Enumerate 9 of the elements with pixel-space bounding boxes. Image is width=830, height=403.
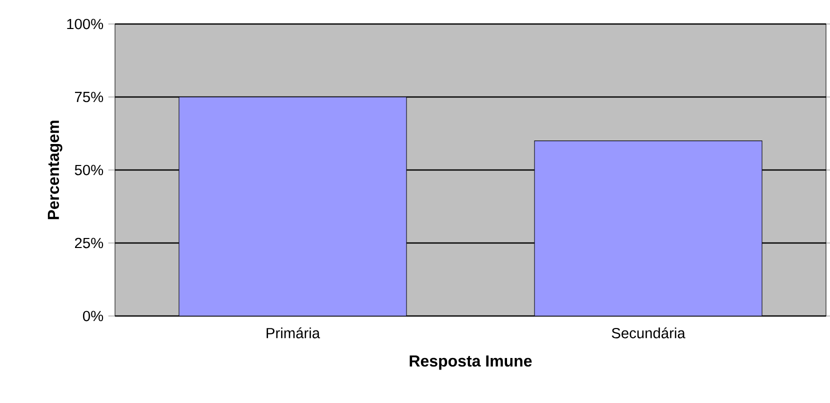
y-tick-label: 0% <box>82 310 104 322</box>
x-tick-label: Primária <box>266 327 320 338</box>
x-tick-label: Secundária <box>612 327 686 338</box>
y-tick-label: 100% <box>67 18 104 30</box>
y-axis-title: Percentagem <box>48 120 62 220</box>
x-axis-title: Resposta Imune <box>410 355 532 370</box>
y-tick-label: 50% <box>74 164 104 176</box>
y-tick-label: 75% <box>75 92 104 102</box>
y-tick-label: 25% <box>75 238 104 248</box>
